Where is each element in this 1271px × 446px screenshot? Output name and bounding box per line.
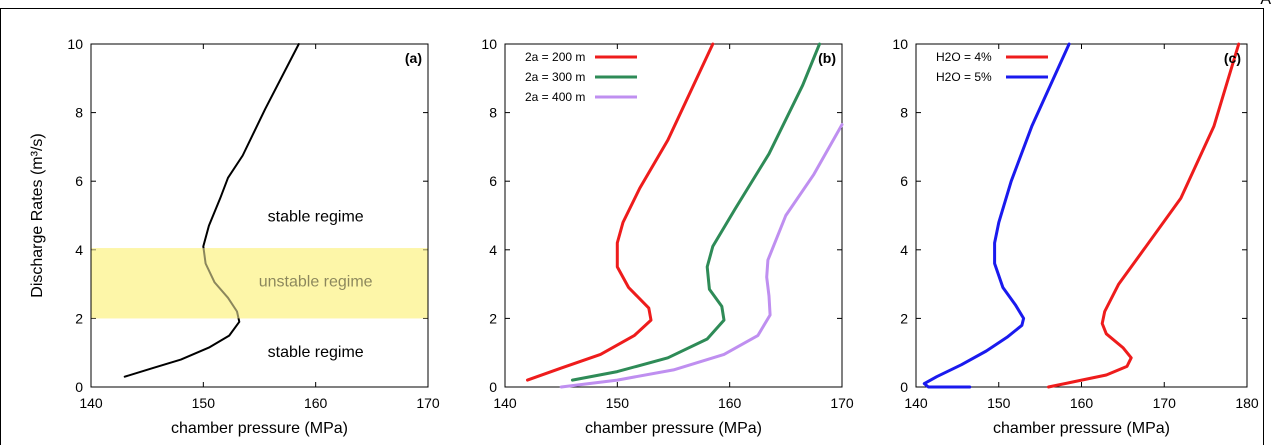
series-line-1 [526, 42, 715, 382]
y-tick-label: 10 [892, 36, 908, 52]
plot-frame [90, 43, 429, 388]
regime-annotation: stable regime [268, 209, 364, 226]
plot-frame [915, 43, 1248, 388]
plot-frame [504, 43, 843, 388]
x-axis-label: chamber pressure (MPa) [993, 420, 1170, 437]
series-line-1 [1046, 42, 1241, 389]
corner-mark: A [1260, 0, 1271, 9]
y-tick-label: 10 [67, 36, 83, 52]
y-tick-label: 8 [900, 105, 908, 121]
legend-label: 2a = 200 m [525, 50, 585, 64]
panel-label: (a) [405, 50, 422, 66]
y-tick-label: 2 [900, 310, 908, 326]
y-tick-label: 6 [75, 173, 83, 189]
panel-3: 140 150 160 170 180 0 2 4 6 8 10 chamber pressure (… [892, 36, 1258, 437]
y-tick-label: 6 [900, 173, 908, 189]
x-tick-label: 150 [987, 395, 1011, 411]
y-axis-label: Discharge Rates (m³/s) [29, 133, 46, 297]
y-tick-label: 4 [75, 242, 83, 258]
y-tick-label: 8 [489, 105, 497, 121]
panel-label: (b) [818, 50, 836, 66]
x-tick-label: 170 [416, 395, 440, 411]
x-tick-label: 160 [304, 395, 328, 411]
x-tick-label: 170 [830, 395, 854, 411]
x-tick-label: 170 [1153, 395, 1177, 411]
x-axis-label: chamber pressure (MPa) [585, 420, 762, 437]
x-axis-label: chamber pressure (MPa) [171, 420, 348, 437]
legend-label: H2O = 5% [936, 70, 992, 84]
regime-annotation: stable regime [268, 344, 364, 361]
panel-2: 140 150 160 170 0 2 4 6 8 10 chamber pressure (MPa… [481, 36, 853, 437]
y-tick-label: 0 [489, 379, 497, 395]
series-line-2 [570, 42, 821, 382]
x-tick-label: 180 [1235, 395, 1259, 411]
series-line-3 [559, 123, 844, 389]
x-tick-label: 140 [79, 395, 103, 411]
legend-label: 2a = 400 m [525, 90, 585, 104]
y-tick-label: 0 [75, 379, 83, 395]
legend-label: H2O = 4% [936, 50, 992, 64]
x-tick-label: 150 [192, 395, 216, 411]
y-tick-label: 8 [75, 105, 83, 121]
figure-frame [0, 8, 1264, 445]
series-line-2 [922, 42, 1071, 389]
x-tick-label: 160 [718, 395, 742, 411]
x-tick-label: 150 [606, 395, 630, 411]
y-tick-label: 4 [489, 242, 497, 258]
y-tick-label: 2 [489, 310, 497, 326]
y-tick-label: 2 [75, 310, 83, 326]
panel-1: 140 150 160 170 0 2 4 6 8 10 chamber pressure (MPa… [29, 36, 440, 437]
x-tick-label: 140 [904, 395, 928, 411]
unstable-band-overlay [91, 248, 428, 319]
x-tick-label: 160 [1070, 395, 1094, 411]
y-tick-label: 4 [900, 242, 908, 258]
legend-label: 2a = 300 m [525, 70, 585, 84]
y-tick-label: 6 [489, 173, 497, 189]
y-tick-label: 10 [481, 36, 497, 52]
x-tick-label: 140 [493, 395, 517, 411]
y-tick-label: 0 [900, 379, 908, 395]
panel-label: (c) [1224, 50, 1241, 66]
